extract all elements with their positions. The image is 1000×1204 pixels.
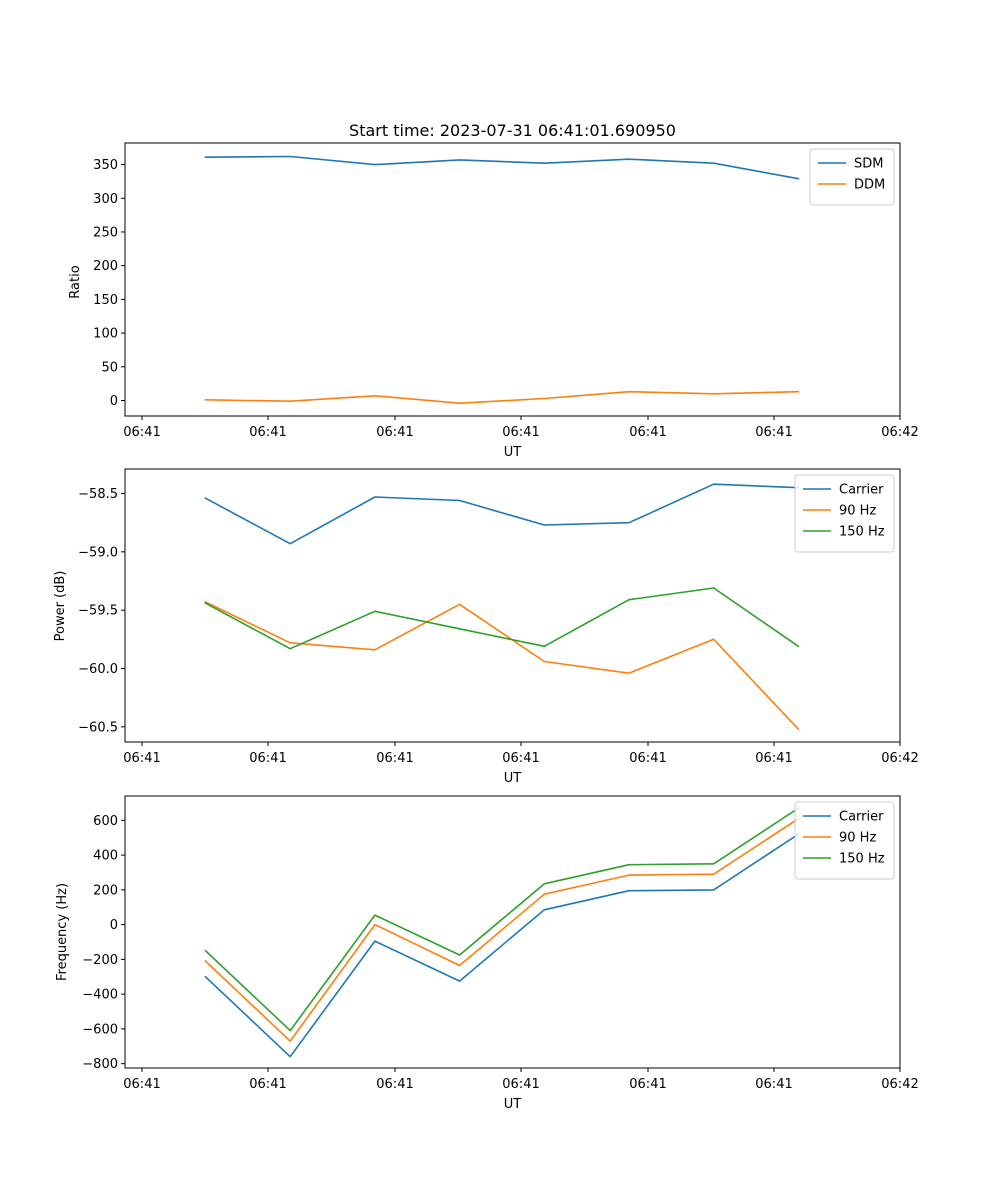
power-x-axis-label: UT <box>504 771 522 786</box>
power-series-line-90-hz <box>204 600 800 731</box>
frequency-legend-label: Carrier <box>839 810 884 825</box>
frequency-legend: Carrier 90 Hz 150 Hz <box>794 801 895 880</box>
frequency-y-tick-label: −400 <box>82 988 118 1003</box>
power-y-tick-label: −59.5 <box>78 604 118 619</box>
frequency-x-axis-label: UT <box>504 1097 522 1112</box>
frequency-legend-box <box>794 801 895 880</box>
ratio-x-axis-label: UT <box>504 445 522 460</box>
power-series-line-carrier <box>204 483 800 545</box>
ratio-x-tick-label: 06:41 <box>249 425 286 440</box>
ratio-y-axis-label: Ratio <box>68 265 83 298</box>
frequency-x-tick-label: 06:41 <box>629 1077 666 1092</box>
ratio-x-tick-label: 06:42 <box>881 425 918 440</box>
power-series-line-150-hz <box>204 587 800 650</box>
ratio-y-tick-label: 150 <box>93 293 118 308</box>
frequency-series-layer <box>204 807 800 1058</box>
power-x-tick-label: 06:41 <box>376 751 413 766</box>
ratio-x-tick-label: 06:41 <box>502 425 539 440</box>
frequency-y-tick-label: 600 <box>93 814 118 829</box>
power-y-tick-label: −58.5 <box>78 487 118 502</box>
power-legend-label: 90 Hz <box>839 504 876 519</box>
frequency-legend-label: 90 Hz <box>839 831 876 846</box>
ratio-y-tick-label: 200 <box>93 259 118 274</box>
ratio-legend-label: DDM <box>854 178 885 193</box>
frequency-y-tick-label: −200 <box>82 953 118 968</box>
frequency-y-tick-label: 0 <box>110 918 118 933</box>
power-panel: 06:41 06:41 06:41 06:41 06:41 06:41 06:42 −60.5… <box>53 468 919 786</box>
ratio-y-tick-label: 0 <box>110 394 118 409</box>
frequency-x-tick-label: 06:41 <box>123 1077 160 1092</box>
power-y-tick-label: −59.0 <box>78 545 118 560</box>
ratio-legend-label: SDM <box>854 157 883 172</box>
frequency-y-tick-label: −800 <box>82 1057 118 1072</box>
power-x-tick-label: 06:42 <box>881 751 918 766</box>
ratio-legend: SDM DDM <box>809 148 895 206</box>
power-x-tick-label: 06:41 <box>629 751 666 766</box>
frequency-y-tick-label: 400 <box>93 849 118 864</box>
ratio-ticks-layer: 06:41 06:41 06:41 06:41 06:41 06:41 06:42 0 50 10… <box>93 158 919 440</box>
ratio-y-tick-label: 350 <box>93 158 118 173</box>
frequency-panel: 06:41 06:41 06:41 06:41 06:41 06:41 06:42 −800 −… <box>55 795 919 1112</box>
power-ticks-layer: 06:41 06:41 06:41 06:41 06:41 06:41 06:42 −60.5… <box>78 487 919 766</box>
power-legend-label: 150 Hz <box>839 525 885 540</box>
ratio-y-tick-label: 50 <box>101 360 118 375</box>
ratio-x-tick-label: 06:41 <box>755 425 792 440</box>
ratio-plot-frame <box>124 142 901 417</box>
power-legend: Carrier 90 Hz 150 Hz <box>794 474 895 553</box>
ratio-series-line-ddm <box>204 390 800 405</box>
power-plot-frame <box>124 468 901 743</box>
frequency-x-tick-label: 06:41 <box>249 1077 286 1092</box>
power-x-tick-label: 06:41 <box>502 751 539 766</box>
frequency-x-tick-label: 06:41 <box>502 1077 539 1092</box>
ratio-panel: Start time: 2023-07-31 06:41:01.690950 0… <box>68 121 919 460</box>
frequency-y-tick-label: 200 <box>93 883 118 898</box>
ratio-y-tick-label: 250 <box>93 225 118 240</box>
frequency-x-tick-label: 06:41 <box>376 1077 413 1092</box>
power-x-tick-label: 06:41 <box>755 751 792 766</box>
frequency-ticks-layer: 06:41 06:41 06:41 06:41 06:41 06:41 06:42 −800 −… <box>82 814 918 1092</box>
frequency-legend-label: 150 Hz <box>839 852 885 867</box>
ratio-chart-title: Start time: 2023-07-31 06:41:01.690950 <box>349 121 676 140</box>
power-legend-box <box>794 474 895 553</box>
frequency-x-tick-label: 06:42 <box>881 1077 918 1092</box>
power-y-tick-label: −60.5 <box>78 720 118 735</box>
frequency-y-tick-label: −600 <box>82 1022 118 1037</box>
ratio-x-tick-label: 06:41 <box>123 425 160 440</box>
frequency-x-tick-label: 06:41 <box>755 1077 792 1092</box>
power-y-axis-label: Power (dB) <box>53 571 68 642</box>
frequency-series-line-carrier <box>204 833 800 1058</box>
ratio-series-layer <box>204 155 800 405</box>
power-y-tick-label: −60.0 <box>78 662 118 677</box>
power-x-tick-label: 06:41 <box>123 751 160 766</box>
ratio-x-tick-label: 06:41 <box>629 425 666 440</box>
ratio-series-line-sdm <box>204 155 800 180</box>
frequency-series-line-90-hz <box>204 817 800 1042</box>
ratio-x-tick-label: 06:41 <box>376 425 413 440</box>
ratio-y-tick-label: 300 <box>93 192 118 207</box>
power-series-layer <box>204 483 800 731</box>
ratio-y-tick-label: 100 <box>93 327 118 342</box>
power-legend-label: Carrier <box>839 483 884 498</box>
frequency-plot-frame <box>124 795 901 1069</box>
power-x-tick-label: 06:41 <box>249 751 286 766</box>
frequency-y-axis-label: Frequency (Hz) <box>55 883 70 981</box>
frequency-series-line-150-hz <box>204 807 800 1032</box>
